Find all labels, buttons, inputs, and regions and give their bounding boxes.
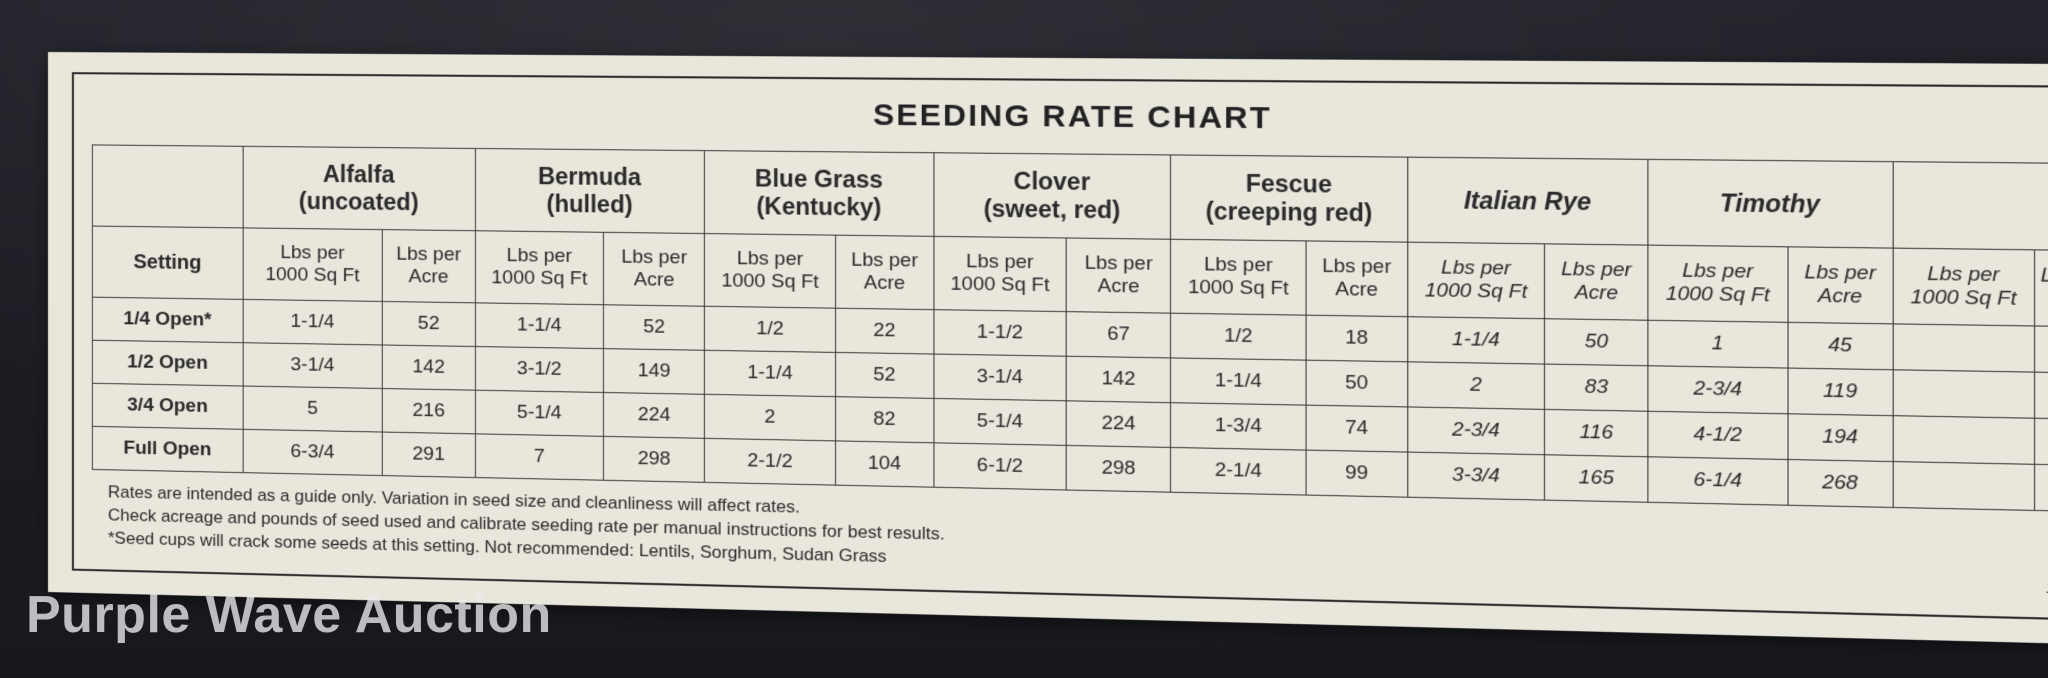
rate-cell: 5-1/4 [934,398,1067,445]
rate-cell [1893,324,2035,372]
rate-cell: 5-1/4 [475,390,604,436]
rate-cell: 1/2 [705,306,836,352]
rate-cell: 4-1/2 [1648,411,1788,459]
crop-header-bermuda: Bermuda (hulled) [475,148,705,233]
rate-cell: 268 [1788,459,1893,507]
rate-cell [1893,370,2035,418]
setting-cell: 1/2 Open [92,340,243,386]
setting-cell: 1/4 Open* [92,297,243,343]
rate-cell: 1-1/4 [1407,317,1544,364]
rate-cell: 119 [1788,368,1893,416]
unit-lbs-1000sqft: Lbs per 1000 Sq Ft [934,236,1067,311]
rate-cell: 74 [1306,405,1408,452]
rate-cell: 298 [604,436,705,482]
rate-cell: 3-1/4 [934,354,1067,401]
rate-cell: 142 [382,345,475,390]
rate-cell [1893,462,2035,511]
unit-lbs-1000sqft: Lbs per 1000 Sq Ft [475,231,604,305]
rate-cell: 149 [604,349,705,395]
rate-cell: 2 [705,394,836,441]
unit-lbs-1000sqft: Lbs per 1000 Sq Ft [705,234,836,309]
corner-cell [92,145,243,228]
crop-header-italian-rye: Italian Rye [1407,157,1648,245]
rate-cell: 67 [1066,312,1170,358]
rate-cell: 52 [835,352,933,398]
setting-cell: Full Open [92,426,243,472]
unit-lbs-1000sqft: Lbs per 1000 Sq Ft [1171,239,1306,315]
rate-cell: 142 [1066,356,1170,402]
seeding-rate-decal: SEEDING RATE CHART Alfalfa (uncoated) Ber… [48,52,2048,646]
rate-cell: 1-1/4 [475,303,604,349]
unit-lbs-1000sqft: Lbs per 1000 Sq Ft [1407,242,1544,319]
rate-cell [2035,418,2048,466]
setting-cell: 3/4 Open [92,383,243,429]
rate-cell: 1-1/4 [705,350,836,396]
seeding-rate-table: Alfalfa (uncoated) Bermuda (hulled) Blue G… [92,144,2048,512]
unit-lbs-acre: Lbs perAcre [2035,250,2048,327]
rate-cell: 2 [1407,362,1544,410]
rate-cell: 116 [1545,409,1648,456]
unit-lbs-1000sqft: Lbs per 1000 Sq Ft [243,228,382,302]
rate-cell: 194 [1788,414,1893,462]
rate-cell: 2-1/2 [705,438,836,485]
unit-lbs-acre: Lbs perAcre [1788,247,1893,324]
rate-cell: 52 [382,301,475,346]
unit-lbs-acre: Lbs perAcre [1545,244,1648,320]
unit-lbs-acre: Lbs perAcre [604,232,705,306]
rate-cell: 224 [1066,401,1170,448]
setting-header: Setting [92,226,243,299]
unit-lbs-acre: Lbs perAcre [382,230,475,303]
rate-cell: 298 [1066,445,1170,492]
crop-header-blank [1893,162,2048,251]
rate-cell: 3-1/4 [243,343,382,389]
unit-lbs-acre: Lbs perAcre [1066,238,1170,313]
unit-lbs-1000sqft: Lbs per 1000 Sq Ft [1648,245,1788,322]
rate-cell [1893,416,2035,465]
rate-cell: 1-1/4 [1171,358,1306,405]
rate-cell [2035,372,2048,420]
rate-cell: 50 [1545,319,1648,366]
rate-cell: 1 [1648,320,1788,368]
unit-lbs-acre: Lbs perAcre [835,235,933,309]
rate-cell: 5 [243,386,382,432]
rate-cell [2035,326,2048,374]
rate-cell: 224 [604,392,705,438]
rate-cell: 1-3/4 [1171,403,1306,450]
rate-cell: 1-1/4 [243,299,382,345]
rate-cell: 3-3/4 [1407,452,1544,500]
rate-cell: 50 [1306,360,1408,407]
crop-header-alfalfa: Alfalfa (uncoated) [243,146,475,230]
rate-cell: 291 [382,432,475,477]
rate-cell: 2-1/4 [1171,447,1306,495]
rate-cell: 2-3/4 [1407,407,1544,455]
rate-cell: 6-1/4 [1648,457,1788,505]
unit-lbs-acre: Lbs perAcre [1306,241,1408,317]
rate-cell [2035,464,2048,512]
unit-lbs-1000sqft: Lbs per 1000 Sq Ft [1893,248,2035,326]
rate-cell: 104 [835,441,933,487]
rate-cell: 6-3/4 [243,429,382,475]
crop-header-clover: Clover (sweet, red) [934,153,1171,240]
rate-cell: 52 [604,305,705,351]
rate-cell: 7 [475,434,604,480]
rate-cell: 83 [1545,364,1648,411]
watermark: Purple Wave Auction [26,585,552,645]
rate-cell: 2-3/4 [1648,366,1788,414]
rate-cell: 1-1/2 [934,310,1067,357]
crop-header-timothy: Timothy [1648,159,1893,248]
rate-cell: 216 [382,389,475,434]
rate-cell: 3-1/2 [475,347,604,393]
crop-header-fescue: Fescue (creeping red) [1171,155,1408,242]
rate-cell: 22 [835,308,933,354]
rate-cell: 6-1/2 [934,443,1067,490]
rate-cell: 18 [1306,315,1408,362]
rate-cell: 82 [835,397,933,443]
rate-cell: 1/2 [1171,313,1306,360]
rate-cell: 99 [1306,450,1408,497]
rate-cell: 45 [1788,322,1893,369]
crop-header-blue-grass: Blue Grass (Kentucky) [705,151,934,237]
rate-cell: 165 [1545,455,1648,503]
